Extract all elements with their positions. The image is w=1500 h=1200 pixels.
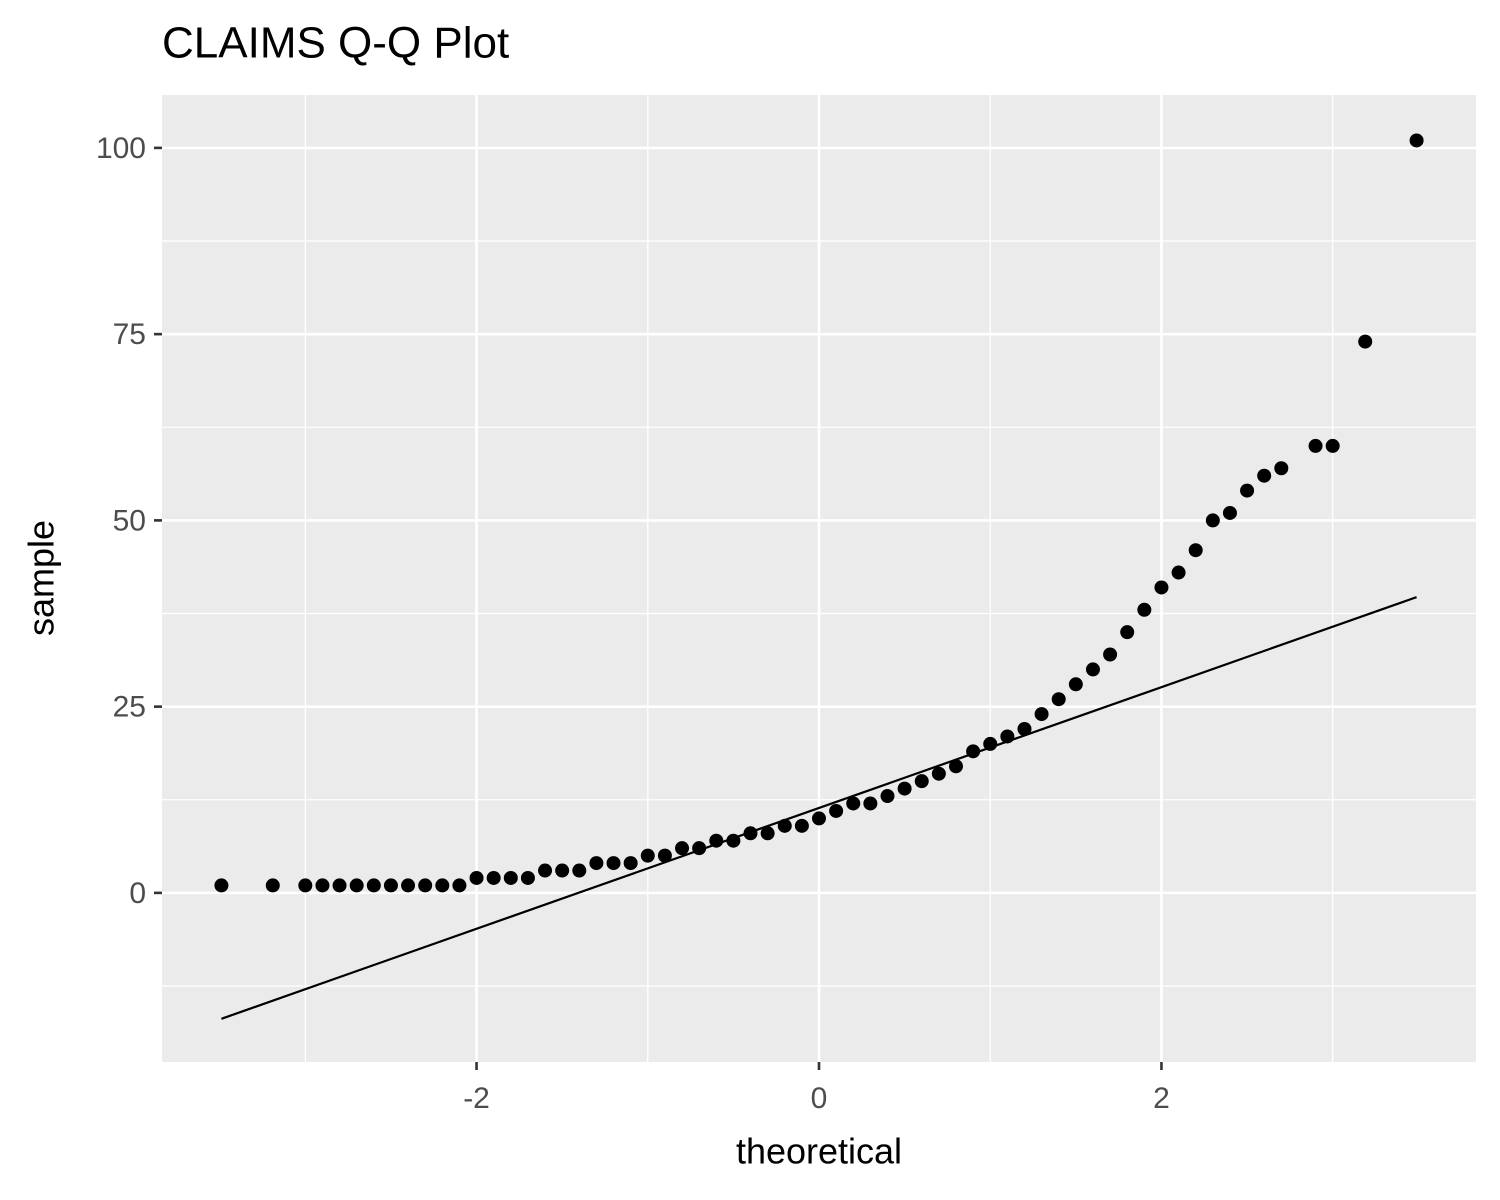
y-tick-label: 0	[129, 877, 146, 910]
y-tick-label: 100	[96, 132, 146, 165]
point	[401, 878, 416, 893]
reference-line	[221, 596, 1417, 1020]
point	[606, 856, 621, 871]
point	[469, 870, 484, 885]
point	[1085, 662, 1100, 677]
point	[214, 878, 229, 893]
point	[1205, 513, 1220, 528]
point	[503, 870, 518, 885]
point	[897, 781, 912, 796]
chart-title: CLAIMS Q-Q Plot	[162, 19, 509, 68]
x-axis-title: theoretical	[736, 1131, 902, 1172]
point	[1325, 438, 1340, 453]
point	[538, 863, 553, 878]
point	[435, 878, 450, 893]
point	[366, 878, 381, 893]
y-tick-label: 75	[113, 318, 146, 351]
point	[1171, 565, 1186, 580]
point	[1137, 602, 1152, 617]
point	[486, 870, 501, 885]
point	[1017, 721, 1032, 736]
point	[349, 878, 364, 893]
point	[520, 870, 535, 885]
point	[1051, 692, 1066, 707]
point	[1274, 461, 1289, 476]
point	[265, 878, 280, 893]
point	[315, 878, 330, 893]
point	[640, 848, 655, 863]
point	[1409, 133, 1424, 148]
point	[657, 848, 672, 863]
x-tick-label: 2	[1153, 1082, 1170, 1115]
point	[452, 878, 467, 893]
point	[675, 841, 690, 856]
point	[812, 811, 826, 826]
point	[863, 796, 878, 811]
point	[1068, 677, 1083, 692]
y-axis-title: sample	[21, 520, 62, 636]
point	[555, 863, 570, 878]
point	[1103, 647, 1118, 662]
point	[914, 774, 929, 789]
point	[1358, 334, 1373, 349]
point	[623, 856, 638, 871]
point	[1308, 438, 1323, 453]
point	[1222, 505, 1237, 520]
point	[1120, 625, 1135, 640]
point	[418, 878, 433, 893]
x-tick-label: -2	[463, 1082, 490, 1115]
x-tick-label: 0	[811, 1082, 828, 1115]
point	[829, 803, 844, 818]
point	[760, 826, 775, 841]
point	[1240, 483, 1255, 498]
point	[794, 818, 809, 833]
point	[383, 878, 398, 893]
point	[1257, 468, 1272, 483]
point	[948, 759, 963, 774]
point	[332, 878, 347, 893]
point	[880, 789, 895, 804]
point	[1154, 580, 1169, 595]
point	[1034, 707, 1049, 722]
point	[846, 796, 861, 811]
y-tick-label: 50	[113, 504, 146, 537]
point	[589, 856, 604, 871]
point	[572, 863, 587, 878]
point	[931, 766, 946, 781]
point	[298, 878, 313, 893]
point	[709, 833, 724, 848]
y-tick-label: 25	[113, 691, 146, 724]
point	[1188, 543, 1203, 558]
